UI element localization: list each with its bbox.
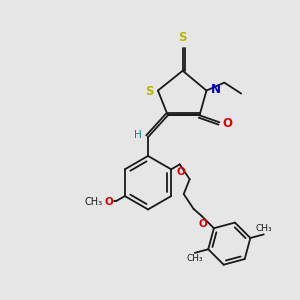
Text: CH₃: CH₃	[187, 254, 203, 263]
Text: O: O	[222, 117, 232, 130]
Text: S: S	[178, 31, 187, 44]
Text: H: H	[134, 130, 142, 140]
Text: N: N	[210, 83, 220, 96]
Text: S: S	[146, 85, 154, 98]
Text: CH₃: CH₃	[255, 224, 272, 233]
Text: O: O	[176, 167, 185, 177]
Text: O: O	[105, 197, 113, 207]
Text: O: O	[198, 219, 207, 229]
Text: CH₃: CH₃	[84, 197, 102, 207]
